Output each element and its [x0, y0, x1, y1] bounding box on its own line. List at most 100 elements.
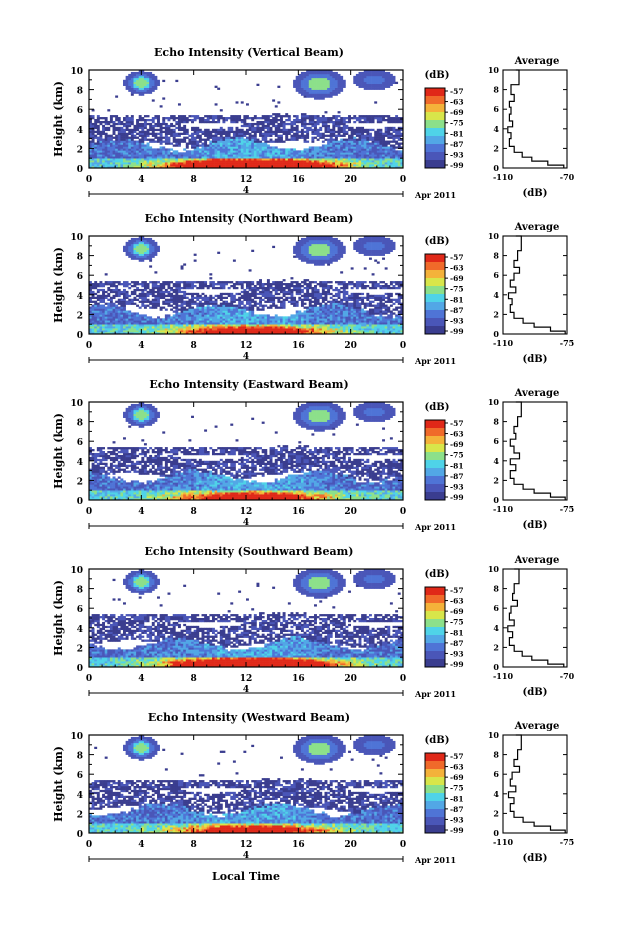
heatmap-cell [112, 164, 116, 167]
heatmap-cell [337, 132, 341, 135]
heatmap-cell [130, 328, 134, 331]
heatmap-cell [143, 154, 147, 157]
heatmap-cell [175, 152, 179, 155]
heatmap-cell [384, 128, 388, 132]
heatmap-cell [112, 296, 116, 300]
heatmap-cell [201, 332, 205, 335]
heatmap-cell [225, 296, 228, 300]
heatmap-cell [266, 292, 270, 296]
heatmap-cell [358, 150, 362, 153]
heatmap-cell [253, 318, 257, 321]
heatmap-cell [96, 164, 100, 167]
heatmap-cell [251, 142, 255, 145]
heatmap-cell [264, 290, 268, 294]
heatmap-cell [243, 117, 247, 120]
heatmap-cell [253, 314, 257, 317]
heatmap-cell [149, 160, 153, 163]
heatmap-cell [332, 164, 336, 167]
heatmap-cell [308, 89, 312, 92]
heatmap-cell [180, 120, 184, 124]
heatmap-cell [151, 288, 155, 292]
heatmap-cell [141, 160, 145, 163]
heatmap-cell [355, 158, 359, 161]
heatmap-cell [337, 119, 341, 122]
heatmap-cell [96, 306, 100, 309]
heatmap-cell [285, 119, 289, 122]
heatmap-cell [266, 122, 270, 126]
heatmap-cell [154, 128, 158, 132]
heatmap-cell [366, 138, 370, 141]
heatmap-cell [240, 136, 244, 139]
heatmap-cell [311, 75, 315, 79]
heatmap-cell [308, 152, 312, 155]
heatmap-cell [251, 304, 255, 307]
heatmap-cell [225, 324, 228, 327]
heatmap-cell [225, 320, 228, 323]
heatmap-cell [89, 306, 92, 309]
heatmap-cell [230, 310, 234, 313]
heatmap-cell [185, 119, 189, 122]
heatmap-cell [136, 156, 140, 159]
heatmap-cell [198, 312, 202, 315]
heatmap-cell [266, 124, 270, 128]
heatmap-cell [219, 164, 223, 167]
heatmap-cell [332, 166, 336, 169]
heatmap-cell [211, 312, 215, 315]
heatmap-cell [366, 115, 370, 118]
heatmap-cell [225, 304, 228, 307]
heatmap-cell [96, 128, 100, 132]
heatmap-cell [316, 122, 320, 126]
heatmap-cell [355, 166, 359, 169]
heatmap-cell [248, 302, 252, 305]
heatmap-cell [154, 164, 158, 167]
heatmap-cell [109, 115, 113, 118]
heatmap-cell [358, 130, 362, 134]
heatmap-cell [371, 154, 375, 157]
heatmap-cell [272, 130, 276, 134]
heatmap-cell [282, 156, 286, 159]
heatmap-cell [112, 320, 116, 323]
heatmap-cell [232, 320, 236, 323]
heatmap-cell [196, 132, 200, 135]
y-tick-label: 6 [77, 106, 83, 116]
heatmap-cell [125, 285, 129, 288]
heatmap-cell [295, 132, 299, 135]
heatmap-cell [175, 132, 179, 135]
heatmap-cell [159, 288, 163, 292]
heatmap-cell [167, 128, 171, 132]
heatmap-cell [211, 119, 215, 122]
heatmap-cell [193, 320, 197, 323]
heatmap-cell [230, 115, 234, 118]
heatmap-cell [170, 300, 174, 303]
heatmap-cell [120, 330, 124, 333]
heatmap-cell [120, 160, 124, 163]
heatmap-cell [327, 83, 331, 86]
heatmap-cell [342, 160, 346, 163]
heatmap-cell [120, 126, 124, 130]
heatmap-cell [253, 138, 257, 141]
heatmap-cell [201, 322, 205, 325]
heatmap-cell [376, 140, 380, 143]
heatmap-cell [201, 164, 205, 167]
heatmap-cell [191, 150, 194, 153]
heatmap-cell [303, 160, 307, 163]
heatmap-cell [324, 128, 328, 132]
heatmap-cell [96, 132, 100, 135]
heatmap-cell [146, 290, 150, 294]
heatmap-cell [157, 288, 160, 292]
heatmap-cell [172, 328, 176, 331]
heatmap-cell [138, 122, 142, 126]
heatmap-cell [141, 300, 145, 303]
heatmap-cell [146, 245, 150, 249]
heatmap-cell [149, 146, 153, 149]
heatmap-cell [96, 296, 100, 300]
heatmap-cell [175, 150, 179, 153]
heatmap-cell [285, 160, 289, 163]
heatmap-cell [91, 294, 95, 298]
heatmap-cell [214, 162, 218, 165]
heatmap-cell [193, 259, 197, 262]
heatmap-cell [259, 304, 262, 307]
heatmap-cell [243, 290, 247, 294]
heatmap-cell [117, 134, 121, 137]
heatmap-cell [376, 150, 380, 153]
